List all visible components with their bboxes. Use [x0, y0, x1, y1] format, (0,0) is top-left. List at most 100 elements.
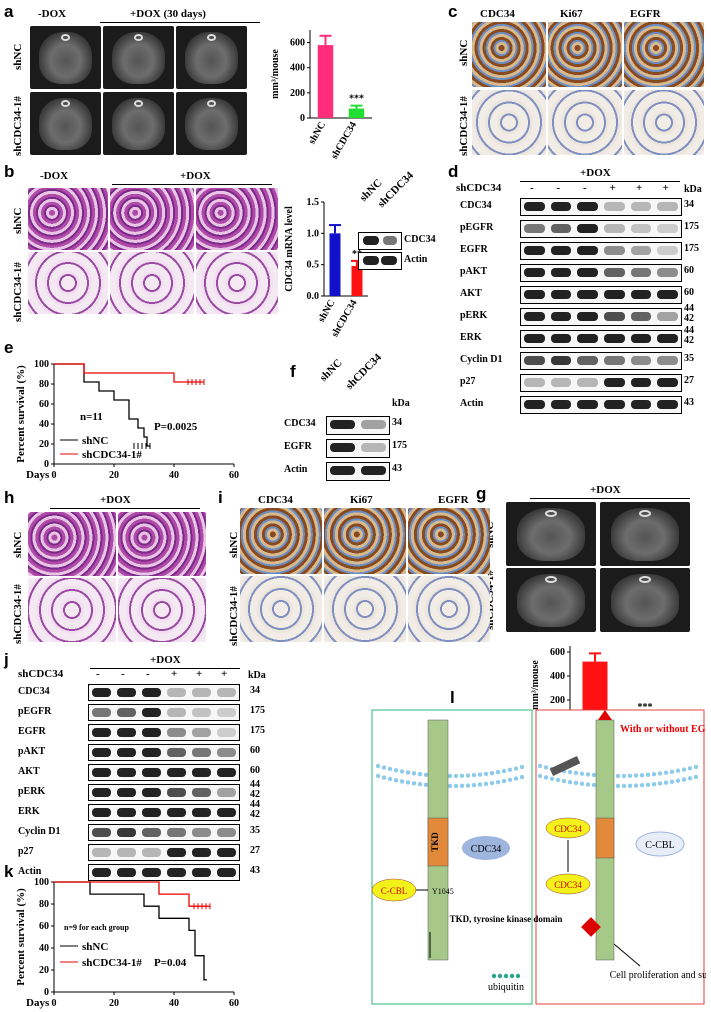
- sign: +: [196, 668, 203, 680]
- b-blot-cdc34: [358, 232, 402, 250]
- y-tick-label: 200: [550, 695, 565, 706]
- h-row-shnc: shNC: [12, 531, 24, 558]
- c-ihc-image: [472, 90, 546, 155]
- membrane-dot: [483, 781, 489, 787]
- blot-kda: 43: [684, 397, 694, 408]
- blot-label: pAKT: [460, 266, 488, 277]
- i-ihc-image: [240, 576, 322, 642]
- y-tick-label: 0.0: [307, 291, 320, 302]
- y-tick-label: 400: [290, 63, 305, 74]
- blot-label: Actin: [284, 464, 308, 475]
- y-tick-label: 0: [44, 987, 49, 998]
- c-ihc-image: [548, 22, 622, 87]
- blot-band: [524, 378, 545, 387]
- l-tkd-right: [595, 817, 615, 859]
- c-col-egfr: EGFR: [630, 8, 661, 20]
- membrane-dot: [579, 771, 585, 776]
- blot-band: [117, 828, 136, 837]
- membrane-dot: [519, 774, 525, 780]
- membrane-dot: [621, 773, 627, 779]
- blot-band: [657, 268, 678, 277]
- membrane-dot: [651, 771, 657, 777]
- l-ccbl-right-label: C-CBL: [645, 840, 674, 851]
- blot-strip: [88, 744, 240, 761]
- blot-band: [192, 728, 211, 737]
- blot-band: [577, 246, 598, 255]
- blot-band: [550, 224, 572, 233]
- blot-band: [577, 400, 598, 409]
- d-kda: kDa: [684, 184, 702, 195]
- f-col2: shCDC34: [343, 351, 384, 392]
- blot-label: CDC34: [284, 418, 316, 429]
- membrane-dot: [627, 783, 633, 789]
- blot-band: [577, 378, 598, 387]
- blot-kda: 35: [250, 825, 260, 836]
- membrane-dot: [471, 772, 477, 778]
- blot-label: pERK: [460, 310, 488, 321]
- blot-band: [604, 378, 625, 387]
- sign: -: [556, 182, 561, 194]
- blot-band: [524, 290, 545, 299]
- blot-band: [117, 848, 136, 857]
- l-outcome-arrow: [613, 943, 641, 967]
- membrane-dot: [663, 780, 669, 785]
- blot-label: p27: [18, 846, 34, 857]
- sign: -: [530, 182, 534, 194]
- membrane-dot: [459, 773, 465, 779]
- sign: +: [221, 668, 228, 680]
- e-legend-shnc: shNC: [82, 435, 108, 447]
- membrane-dot: [477, 782, 483, 787]
- x-tick-label: 60: [229, 470, 239, 481]
- blot-kda: 175: [684, 221, 699, 232]
- blot-band: [117, 868, 136, 877]
- significance: **: [352, 249, 362, 260]
- blot-band: [577, 312, 598, 321]
- membrane-dot: [693, 774, 699, 780]
- e-n: n=11: [80, 411, 103, 423]
- x-tick-label: 40: [169, 470, 179, 481]
- g-ct-image: [600, 502, 690, 566]
- significance: ***: [638, 702, 653, 713]
- blot-band: [192, 828, 211, 837]
- blot-band: [550, 246, 572, 255]
- f-col1: shNC: [317, 356, 345, 384]
- blot-band: [630, 268, 652, 277]
- l-legend-tkd: TKD, tyrosine kinase domain: [450, 914, 563, 924]
- l-cdc34-right2-label: CDC34: [554, 880, 582, 890]
- blot-kda: 60: [684, 287, 694, 298]
- y-axis-label: mm³/mouse: [530, 660, 541, 710]
- blot-strip: [520, 242, 682, 260]
- y-tick-label: 400: [550, 671, 565, 682]
- b-blot-label-cdc34: CDC34: [404, 234, 436, 245]
- membrane-dot: [615, 783, 621, 789]
- y-tick-label: 20: [39, 439, 49, 450]
- a-dox-line: [100, 22, 260, 23]
- blot-strip: [88, 724, 240, 741]
- blot-band: [630, 224, 652, 233]
- blot-kda: 43: [392, 463, 402, 474]
- membrane-dot: [447, 773, 453, 779]
- blot-kda: 34: [250, 685, 260, 696]
- blot-label: EGFR: [18, 726, 46, 737]
- blot-band: [142, 708, 161, 717]
- x-tick-label: 40: [169, 998, 179, 1009]
- y-tick-label: 20: [39, 965, 49, 976]
- c-col-ki67: Ki67: [560, 8, 583, 20]
- blot-label: CDC34: [18, 686, 50, 697]
- membrane-dot: [681, 767, 687, 772]
- blot-band: [142, 868, 161, 877]
- blot-band: [550, 334, 572, 343]
- y-tick-label: 80: [39, 899, 49, 910]
- b-blot-label-actin: Actin: [404, 254, 428, 265]
- membrane-dot: [375, 773, 381, 779]
- blot-strip: [520, 374, 682, 392]
- blot-band: [117, 808, 136, 817]
- blot-band: [192, 748, 211, 757]
- blot-kda: 60: [250, 765, 260, 776]
- blot-band: [604, 334, 625, 343]
- blot-band: [167, 728, 186, 737]
- blot-band: [550, 312, 572, 321]
- b-row-shnc: shNC: [12, 207, 24, 234]
- blot-band: [192, 848, 211, 857]
